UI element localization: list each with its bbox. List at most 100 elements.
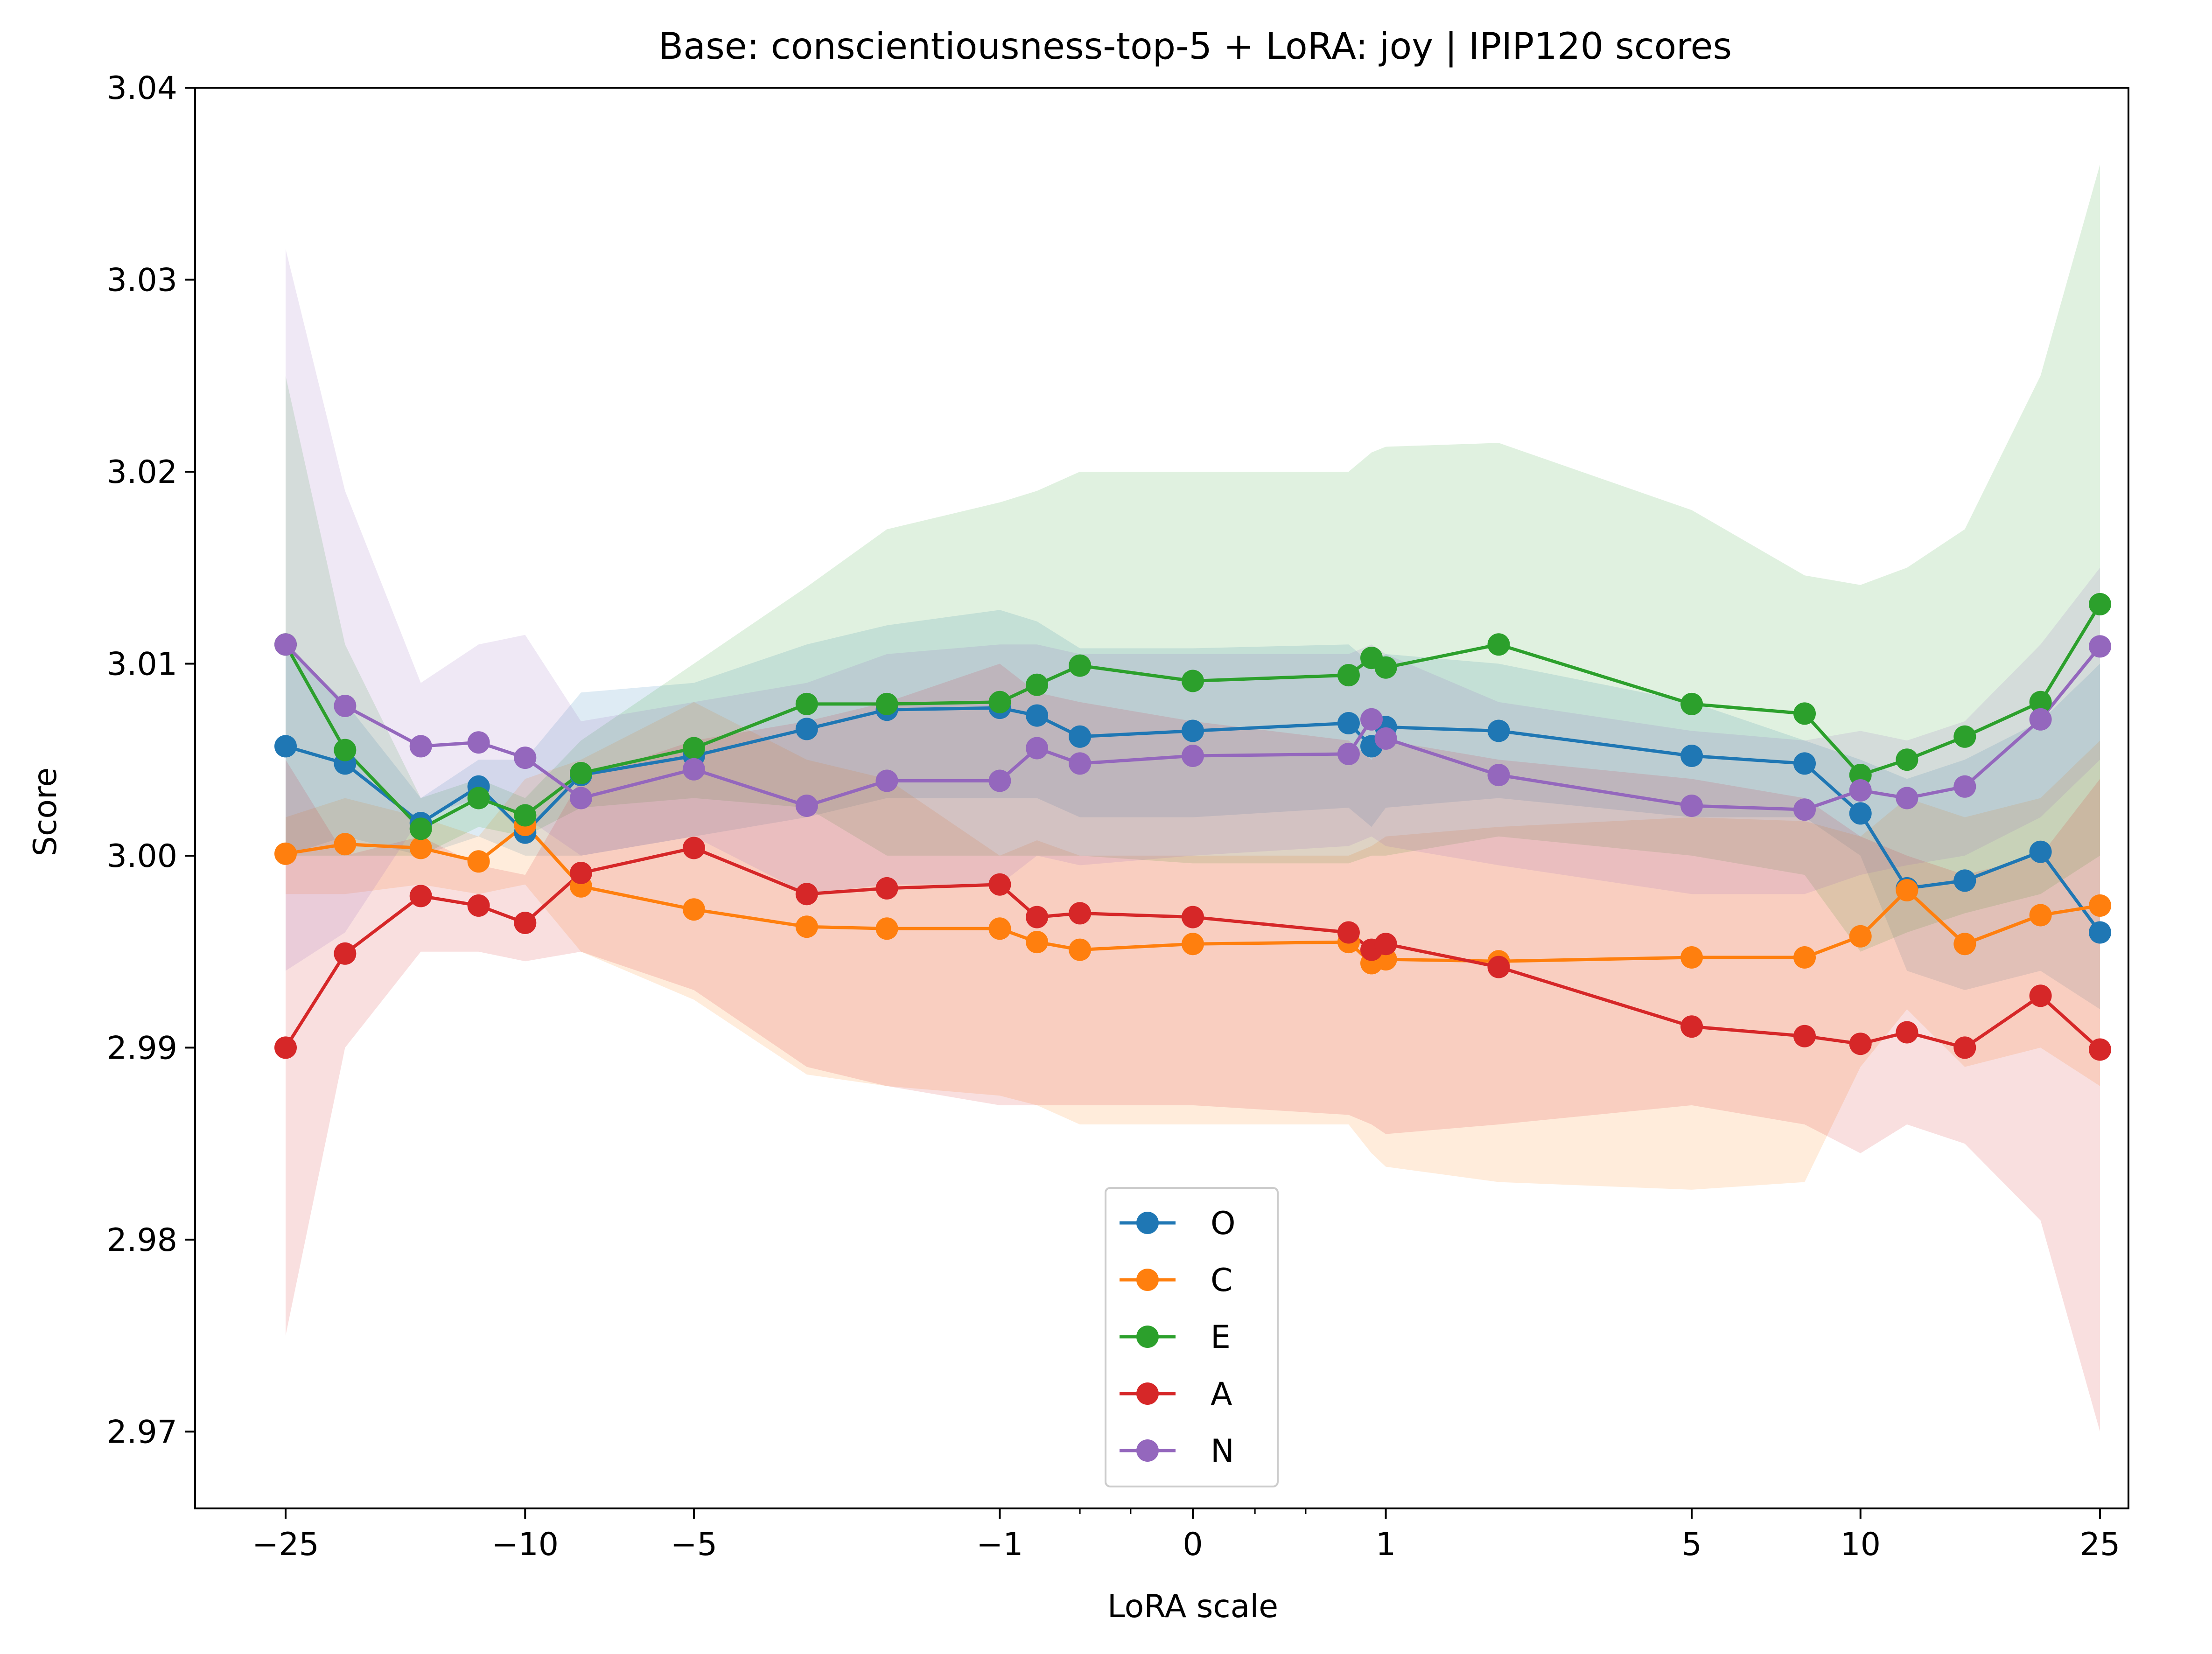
point-A-8 [875,877,898,900]
point-O-12 [1182,719,1204,742]
legend-box [1105,1187,1279,1487]
legend-label-O: O [1211,1205,1236,1242]
point-E-2 [409,817,432,840]
point-N-11 [1069,752,1092,775]
point-C-9 [988,917,1011,940]
point-E-23 [2089,593,2111,615]
point-N-2 [409,735,432,758]
point-A-19 [1849,1033,1872,1055]
y-tick-label: 3.00 [107,838,177,875]
point-O-10 [1026,704,1049,727]
point-E-15 [1374,656,1397,679]
point-N-9 [988,769,1011,792]
y-axis: 2.97 2.98 2.99 3.00 3.01 3.02 3.03 3.04 [107,70,195,1451]
point-N-5 [570,787,592,810]
point-E-11 [1069,654,1092,677]
y-tick-label: 2.99 [107,1030,177,1067]
point-C-2 [409,837,432,859]
point-O-13 [1337,712,1360,734]
point-O-17 [1680,745,1703,767]
point-N-16 [1487,764,1510,787]
x-tick-label: 0 [1183,1526,1203,1563]
point-C-17 [1680,946,1703,969]
point-N-0 [274,633,297,656]
point-E-3 [467,787,490,810]
point-C-20 [1896,879,1918,901]
point-N-1 [334,695,357,717]
point-A-22 [2029,984,2052,1007]
y-tick-label: 3.02 [107,454,177,491]
point-E-20 [1896,748,1918,771]
x-tick-label: −5 [671,1526,717,1563]
point-N-6 [682,758,705,781]
plot-area-frame [194,87,2129,1509]
point-C-23 [2089,894,2111,917]
point-E-9 [988,691,1011,713]
point-A-13 [1337,921,1360,944]
legend-label-N: N [1211,1433,1234,1470]
point-C-18 [1793,946,1816,969]
point-E-7 [795,692,818,715]
band-O [286,610,2100,1010]
y-tick-label: 3.04 [107,70,177,107]
point-E-10 [1026,673,1049,696]
x-tick-label: −10 [491,1526,559,1563]
point-A-23 [2089,1038,2111,1061]
x-tick-label: 1 [1376,1526,1396,1563]
y-tick-label: 2.97 [107,1414,177,1451]
point-E-12 [1182,670,1204,692]
point-N-8 [875,769,898,792]
point-A-6 [682,837,705,859]
point-C-10 [1026,931,1049,954]
point-E-22 [2029,691,2052,713]
point-E-21 [1953,725,1976,748]
point-A-21 [1953,1036,1976,1059]
point-N-7 [795,795,818,817]
point-E-17 [1680,692,1703,715]
legend-marker-N [1136,1439,1159,1462]
point-N-3 [467,731,490,754]
point-E-16 [1487,633,1510,656]
point-C-0 [274,842,297,865]
x-tick-label: 5 [1681,1526,1701,1563]
point-C-19 [1849,925,1872,948]
point-N-17 [1680,795,1703,817]
point-N-21 [1953,775,1976,798]
point-E-4 [514,804,537,827]
point-N-14 [1360,708,1383,731]
y-axis-label: Score [27,768,64,856]
point-A-15 [1374,933,1397,956]
point-A-20 [1896,1021,1918,1044]
point-O-19 [1849,802,1872,825]
point-E-13 [1337,664,1360,687]
point-A-10 [1026,906,1049,928]
point-N-20 [1896,787,1918,810]
legend-marker-A [1136,1382,1159,1405]
legend-label-A: A [1211,1376,1232,1413]
point-A-0 [274,1036,297,1059]
point-O-22 [2029,840,2052,863]
point-C-21 [1953,933,1976,956]
point-A-16 [1487,956,1510,978]
point-N-22 [2029,708,2052,731]
point-E-5 [570,762,592,784]
point-A-11 [1069,902,1092,925]
point-C-22 [2029,904,2052,927]
y-tick-label: 2.98 [107,1222,177,1259]
point-N-19 [1849,779,1872,802]
point-E-18 [1793,702,1816,725]
point-N-23 [2089,635,2111,658]
point-O-21 [1953,869,1976,892]
point-O-16 [1487,719,1510,742]
x-tick-label: −25 [252,1526,319,1563]
point-C-12 [1182,933,1204,956]
legend-marker-C [1136,1269,1159,1291]
point-A-4 [514,912,537,934]
chart-title: Base: conscientiousness-top-5 + LoRA: jo… [658,26,1732,68]
point-E-19 [1849,764,1872,787]
point-C-7 [795,915,818,938]
point-O-11 [1069,725,1092,748]
point-N-12 [1182,745,1204,767]
point-A-2 [409,885,432,907]
